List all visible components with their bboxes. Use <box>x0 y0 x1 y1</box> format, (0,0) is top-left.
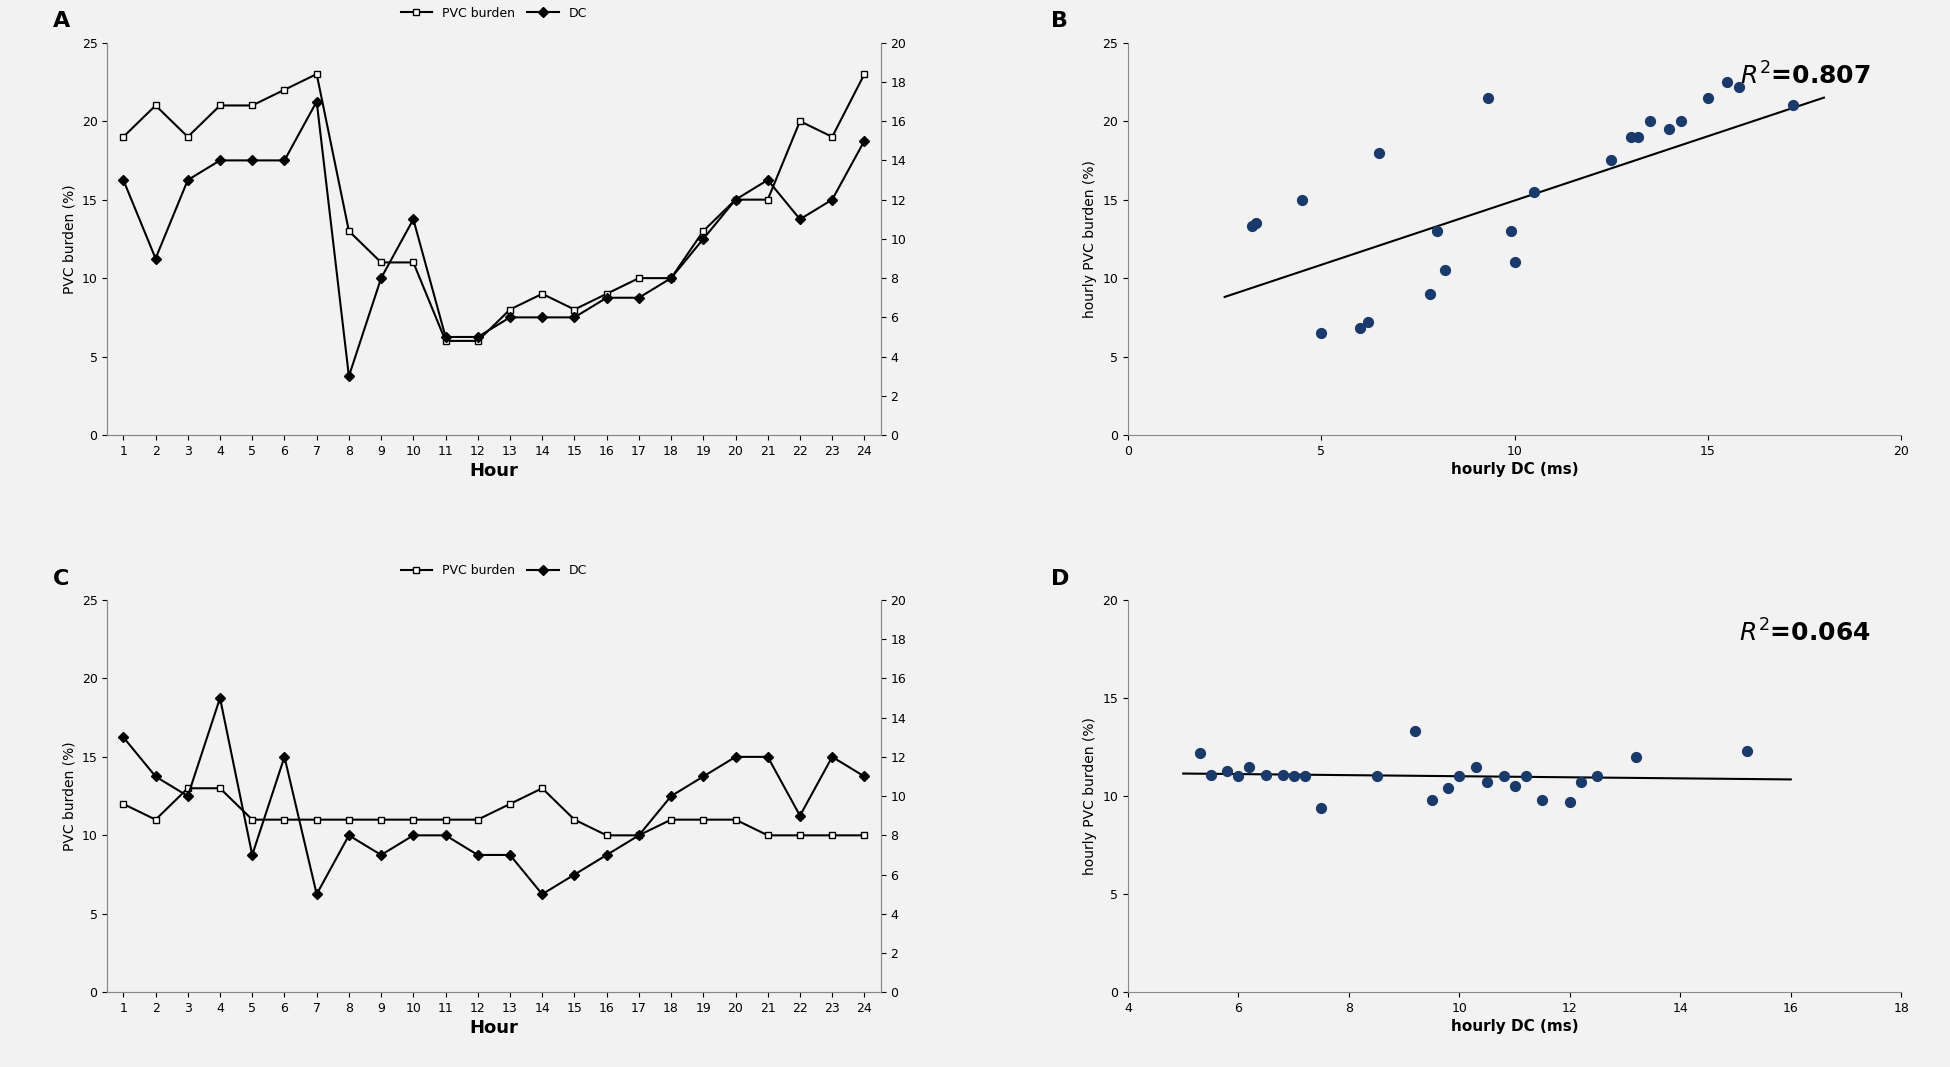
Point <box>1615 128 1646 145</box>
Point <box>1519 184 1550 201</box>
Point <box>1287 191 1318 208</box>
Point <box>1422 223 1453 240</box>
Point <box>1250 766 1281 783</box>
Point <box>1351 314 1383 331</box>
Point <box>1443 768 1474 785</box>
Text: C: C <box>53 569 70 589</box>
Point <box>1500 778 1531 795</box>
Point <box>1195 766 1227 783</box>
Point <box>1461 759 1492 776</box>
Legend: PVC burden, DC: PVC burden, DC <box>396 2 593 25</box>
Point <box>1622 128 1654 145</box>
Point <box>1693 89 1724 106</box>
X-axis label: hourly DC (ms): hourly DC (ms) <box>1451 1019 1578 1034</box>
Point <box>1724 78 1755 95</box>
Point <box>1240 214 1271 232</box>
Point <box>1211 762 1242 779</box>
Point <box>1634 113 1665 130</box>
Y-axis label: hourly PVC burden (%): hourly PVC burden (%) <box>1082 160 1096 318</box>
Point <box>1500 254 1531 271</box>
Point <box>1620 748 1652 765</box>
Point <box>1566 774 1597 791</box>
Point <box>1277 768 1308 785</box>
Legend: PVC burden, DC: PVC burden, DC <box>396 559 593 583</box>
Point <box>1268 766 1299 783</box>
Point <box>1654 121 1685 138</box>
Point <box>1472 774 1503 791</box>
Point <box>1416 792 1447 809</box>
Point <box>1732 743 1763 760</box>
Point <box>1776 97 1808 114</box>
Point <box>1306 324 1338 341</box>
Point <box>1595 152 1626 169</box>
Point <box>1223 768 1254 785</box>
Point <box>1581 768 1613 785</box>
X-axis label: hourly DC (ms): hourly DC (ms) <box>1451 462 1578 477</box>
Text: $R^2$=0.064: $R^2$=0.064 <box>1739 620 1870 647</box>
Y-axis label: hourly PVC burden (%): hourly PVC burden (%) <box>1082 717 1096 875</box>
Point <box>1306 799 1338 816</box>
Point <box>1509 768 1540 785</box>
Point <box>1429 261 1461 278</box>
Point <box>1554 794 1585 811</box>
Text: D: D <box>1051 569 1069 589</box>
Text: B: B <box>1051 12 1069 31</box>
Text: $R^2$=0.807: $R^2$=0.807 <box>1739 62 1870 90</box>
Y-axis label: PVC burden (%): PVC burden (%) <box>62 185 76 293</box>
Point <box>1488 768 1519 785</box>
Point <box>1234 759 1266 776</box>
Point <box>1414 285 1445 302</box>
X-axis label: Hour: Hour <box>470 1019 519 1037</box>
Point <box>1344 320 1375 337</box>
Point <box>1289 768 1320 785</box>
Text: A: A <box>53 12 70 31</box>
Point <box>1665 113 1696 130</box>
X-axis label: Hour: Hour <box>470 462 519 480</box>
Point <box>1433 780 1464 797</box>
Point <box>1361 768 1392 785</box>
Point <box>1400 722 1431 739</box>
Point <box>1236 218 1268 235</box>
Y-axis label: PVC burden (%): PVC burden (%) <box>62 742 76 850</box>
Point <box>1712 74 1743 91</box>
Point <box>1472 89 1503 106</box>
Point <box>1496 223 1527 240</box>
Point <box>1363 144 1394 161</box>
Point <box>1527 792 1558 809</box>
Point <box>1184 745 1215 762</box>
